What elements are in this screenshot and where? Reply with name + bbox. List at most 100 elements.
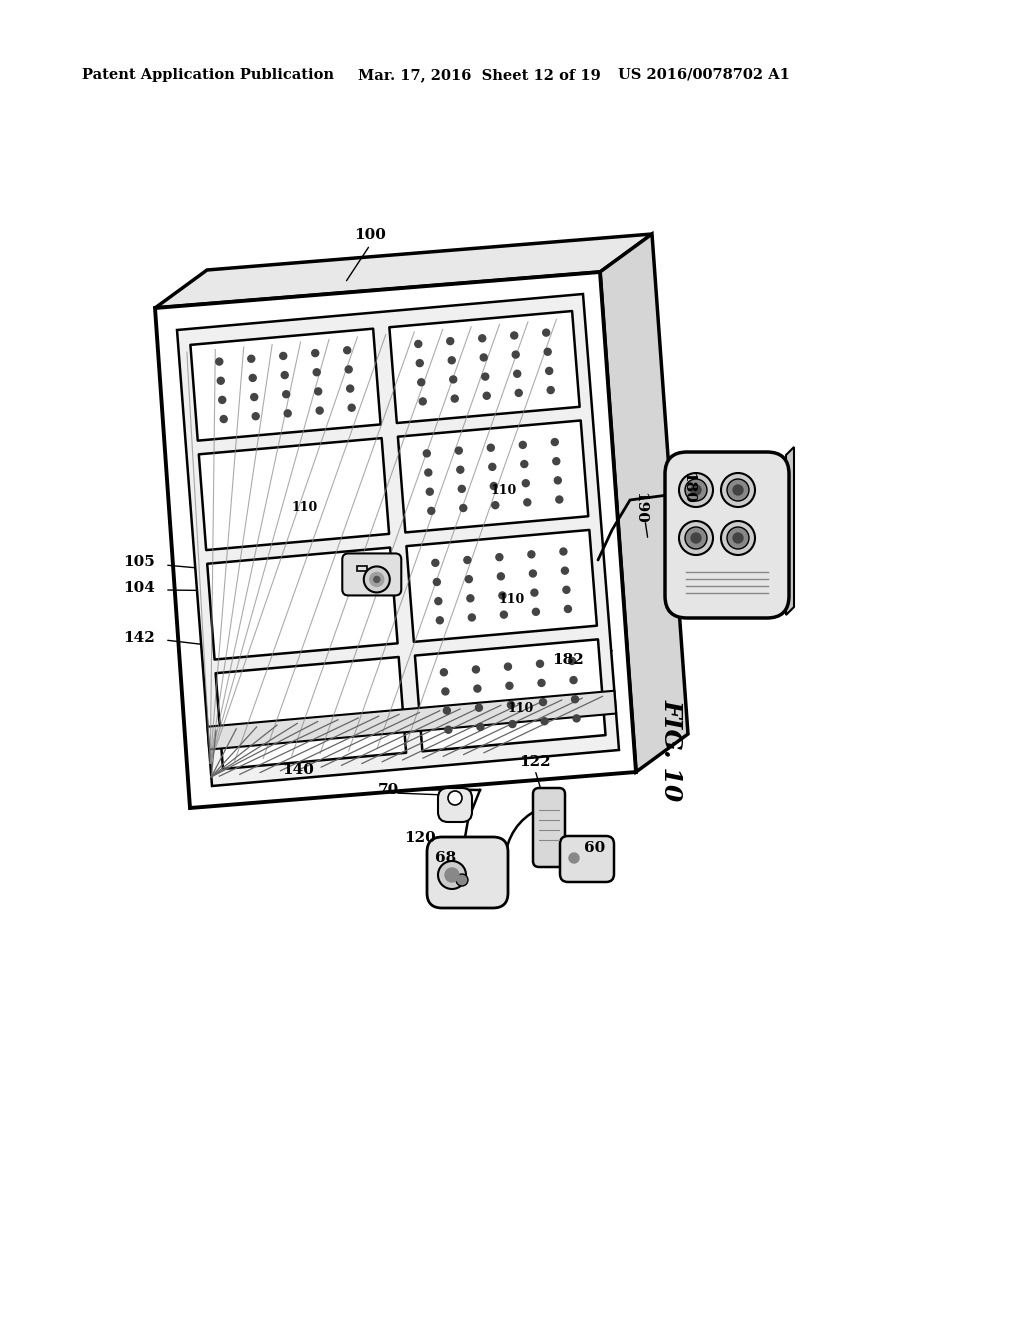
- Polygon shape: [155, 234, 652, 308]
- Circle shape: [505, 663, 511, 671]
- Circle shape: [511, 331, 518, 339]
- Circle shape: [554, 477, 561, 484]
- Circle shape: [475, 705, 482, 711]
- Circle shape: [248, 355, 255, 362]
- Circle shape: [512, 351, 519, 358]
- Circle shape: [442, 688, 449, 694]
- Circle shape: [472, 667, 479, 673]
- FancyBboxPatch shape: [342, 553, 401, 595]
- Circle shape: [524, 499, 530, 506]
- Text: 122: 122: [519, 755, 551, 770]
- Circle shape: [220, 416, 227, 422]
- Circle shape: [443, 708, 451, 714]
- Circle shape: [528, 550, 535, 558]
- Circle shape: [345, 366, 352, 374]
- Circle shape: [467, 595, 474, 602]
- Circle shape: [477, 723, 484, 730]
- FancyBboxPatch shape: [560, 836, 614, 882]
- Circle shape: [449, 356, 456, 364]
- Circle shape: [691, 484, 701, 495]
- Circle shape: [479, 335, 485, 342]
- Circle shape: [252, 413, 259, 420]
- Circle shape: [733, 484, 743, 495]
- Circle shape: [283, 391, 290, 397]
- Circle shape: [216, 358, 223, 366]
- Polygon shape: [216, 657, 407, 770]
- Circle shape: [428, 507, 435, 515]
- Circle shape: [449, 791, 462, 805]
- Polygon shape: [389, 312, 580, 422]
- Circle shape: [544, 348, 551, 355]
- Circle shape: [374, 577, 380, 582]
- Circle shape: [547, 387, 554, 393]
- Circle shape: [316, 407, 324, 414]
- FancyBboxPatch shape: [427, 837, 508, 908]
- Text: 104: 104: [123, 581, 155, 595]
- Circle shape: [415, 341, 422, 347]
- Text: Mar. 17, 2016  Sheet 12 of 19: Mar. 17, 2016 Sheet 12 of 19: [358, 69, 601, 82]
- Circle shape: [432, 560, 439, 566]
- Circle shape: [691, 533, 701, 543]
- Circle shape: [419, 397, 426, 405]
- Circle shape: [423, 450, 430, 457]
- Circle shape: [483, 392, 490, 399]
- FancyBboxPatch shape: [438, 788, 472, 822]
- Polygon shape: [600, 234, 688, 772]
- Text: Patent Application Publication: Patent Application Publication: [82, 69, 334, 82]
- Circle shape: [417, 359, 423, 367]
- Circle shape: [344, 347, 350, 354]
- Text: 105: 105: [123, 554, 155, 569]
- Circle shape: [249, 375, 256, 381]
- Circle shape: [541, 718, 548, 725]
- Circle shape: [370, 573, 384, 586]
- FancyBboxPatch shape: [665, 451, 790, 618]
- Circle shape: [685, 479, 707, 502]
- Circle shape: [515, 389, 522, 396]
- Text: 140: 140: [282, 763, 314, 777]
- Polygon shape: [786, 447, 794, 615]
- Circle shape: [546, 367, 553, 375]
- Circle shape: [446, 338, 454, 345]
- Circle shape: [445, 869, 459, 882]
- Circle shape: [538, 680, 545, 686]
- Circle shape: [347, 385, 353, 392]
- Circle shape: [460, 504, 467, 512]
- Circle shape: [313, 368, 321, 376]
- Circle shape: [440, 669, 447, 676]
- Circle shape: [508, 701, 514, 709]
- Polygon shape: [155, 272, 636, 808]
- Text: 70: 70: [378, 783, 398, 797]
- Circle shape: [219, 396, 225, 404]
- Text: 182: 182: [552, 653, 584, 667]
- Polygon shape: [199, 438, 389, 550]
- Circle shape: [444, 726, 452, 733]
- Circle shape: [282, 372, 288, 379]
- Text: 120: 120: [404, 832, 436, 845]
- Circle shape: [501, 611, 507, 618]
- Circle shape: [679, 473, 713, 507]
- Circle shape: [464, 557, 471, 564]
- Text: 110: 110: [291, 502, 317, 515]
- Circle shape: [537, 660, 544, 668]
- Circle shape: [727, 527, 749, 549]
- Circle shape: [563, 586, 570, 593]
- Circle shape: [509, 721, 516, 727]
- Circle shape: [492, 502, 499, 508]
- Circle shape: [553, 458, 560, 465]
- Circle shape: [564, 606, 571, 612]
- Circle shape: [551, 438, 558, 446]
- Text: 142: 142: [123, 631, 155, 645]
- Polygon shape: [208, 690, 616, 750]
- Circle shape: [480, 354, 487, 360]
- FancyBboxPatch shape: [534, 788, 565, 867]
- Text: 110: 110: [507, 702, 534, 715]
- Circle shape: [498, 573, 505, 579]
- Circle shape: [459, 486, 465, 492]
- Circle shape: [733, 533, 743, 543]
- Text: 110: 110: [499, 593, 525, 606]
- Circle shape: [456, 874, 468, 886]
- Circle shape: [556, 496, 563, 503]
- Circle shape: [530, 589, 538, 597]
- Circle shape: [435, 598, 441, 605]
- Circle shape: [499, 591, 506, 599]
